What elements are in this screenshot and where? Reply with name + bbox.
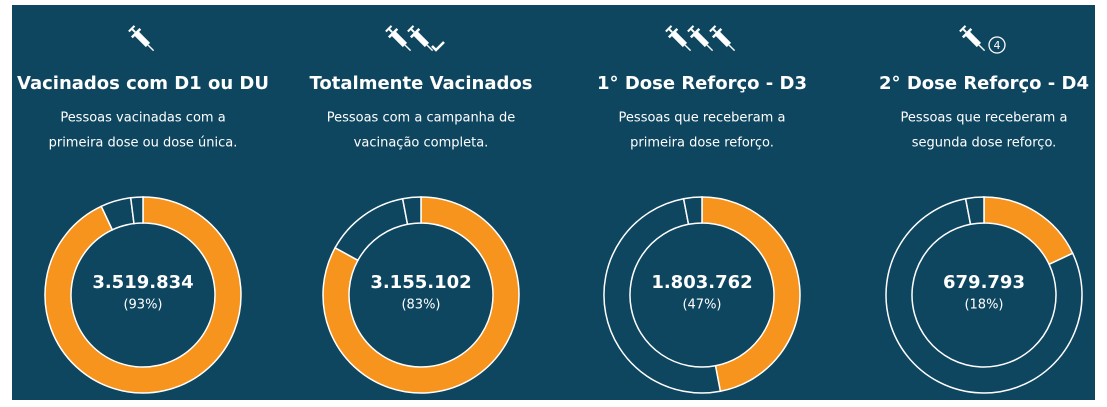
center-percent: (83%) <box>401 298 440 313</box>
icon-badge: 4 <box>994 39 1001 52</box>
chart-subtitle: Pessoas que receberam a <box>619 111 786 126</box>
icon <box>383 23 445 55</box>
chart-title: Totalmente Vacinados <box>310 73 533 94</box>
donut-segment <box>44 196 242 394</box>
donut-segment <box>603 197 722 394</box>
chart-subtitle: Pessoas vacinadas com a <box>60 111 225 126</box>
donut-segment <box>964 196 985 226</box>
donut-segment <box>401 196 422 226</box>
donut-segment <box>682 196 703 226</box>
chart-subtitle: Pessoas com a campanha de <box>327 111 516 126</box>
center-percent: (18%) <box>964 298 1003 313</box>
center-value: 679.793 <box>943 272 1025 293</box>
icon <box>957 23 1006 55</box>
center-value: 3.519.834 <box>92 272 193 293</box>
chart-subtitle: primeira dose reforço. <box>630 136 774 151</box>
center-percent: (93%) <box>123 298 162 313</box>
chart-subtitle: Pessoas que receberam a <box>901 111 1068 126</box>
chart-subtitle: primeira dose ou dose única. <box>49 136 238 151</box>
chart-subtitle: vacinação completa. <box>354 136 489 151</box>
chart-title: 2° Dose Reforço - D4 <box>879 73 1089 94</box>
center-percent: (47%) <box>682 298 721 313</box>
donut-segment <box>701 196 801 393</box>
center-value: 1.803.762 <box>651 272 752 293</box>
chart-title: Vacinados com D1 ou DU <box>17 73 269 94</box>
chart-title: 1° Dose Reforço - D3 <box>597 73 807 94</box>
donut-segment <box>322 196 520 394</box>
donut-segment <box>885 197 1083 394</box>
center-value: 3.155.102 <box>370 272 471 293</box>
chart-subtitle: segunda dose reforço. <box>912 136 1057 151</box>
donut-segment <box>129 196 144 225</box>
